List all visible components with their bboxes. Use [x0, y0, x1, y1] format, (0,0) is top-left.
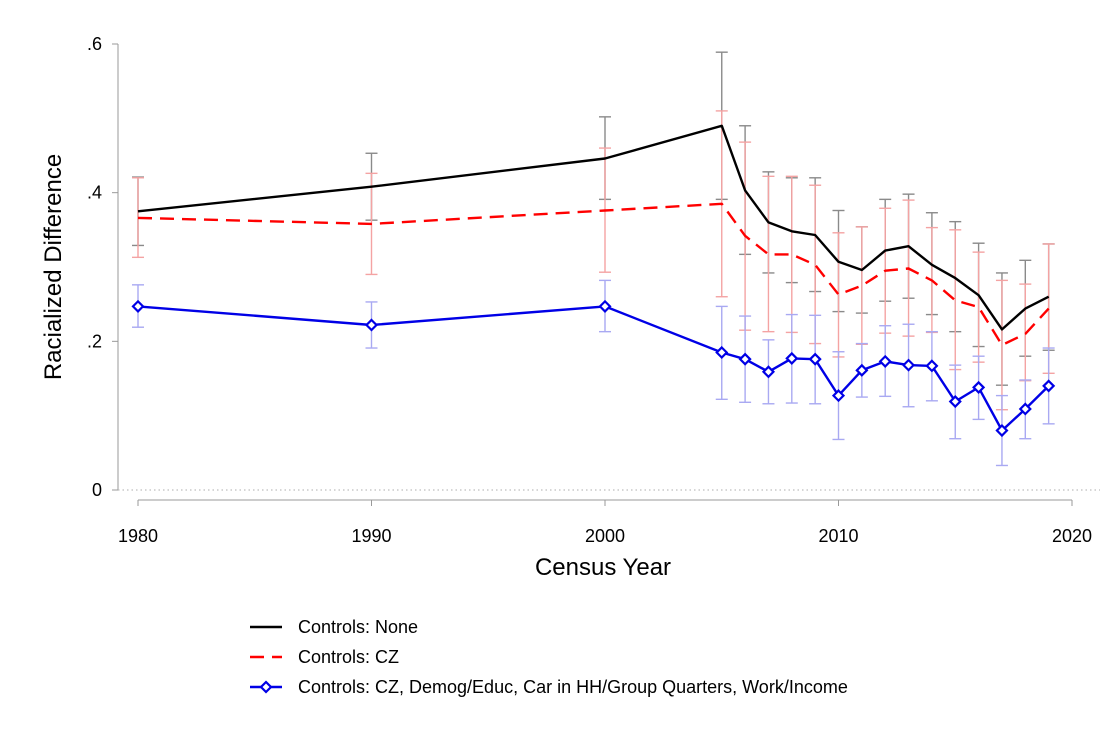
series-line-1	[137, 124, 1050, 331]
data-point-marker	[1018, 402, 1032, 416]
legend-label-2: Controls: CZ	[298, 647, 399, 667]
y-tick-label: .6	[87, 34, 102, 54]
data-point-marker	[1042, 379, 1056, 393]
data-point-marker	[715, 345, 729, 360]
series-line-2	[137, 202, 1050, 347]
x-tick-label: 2000	[585, 526, 625, 546]
data-point-marker	[925, 359, 939, 373]
legend-marker	[259, 680, 273, 694]
data-point-marker	[995, 423, 1009, 438]
ci-group-series-1	[132, 51, 1055, 386]
data-point-marker	[808, 352, 822, 366]
y-tick-label: .2	[87, 331, 102, 351]
x-tick-label: 2010	[818, 526, 858, 546]
data-point-marker	[855, 363, 869, 377]
y-axis-title: Racialized Difference	[40, 154, 67, 380]
legend: Controls: None Controls: CZ Controls: CZ, …	[250, 617, 848, 697]
y-tick-label: .4	[87, 183, 102, 203]
data-point-marker	[785, 351, 799, 365]
data-point-marker	[948, 394, 962, 409]
data-point-marker	[878, 354, 892, 368]
data-point-marker	[761, 365, 776, 379]
data-point-marker	[901, 358, 916, 372]
x-axis-title: Census Year	[535, 554, 671, 581]
data-point-marker	[364, 318, 379, 332]
legend-label-1: Controls: None	[298, 617, 418, 637]
series-line-3	[137, 305, 1050, 432]
data-point-marker	[131, 299, 145, 313]
x-tick-label: 2020	[1052, 526, 1092, 546]
legend-label-3: Controls: CZ, Demog/Educ, Car in HH/Grou…	[298, 677, 848, 697]
ci-group-series-2	[132, 110, 1055, 411]
y-tick-label: 0	[92, 480, 102, 500]
x-tick-label: 1980	[118, 526, 158, 546]
data-point-marker	[972, 380, 986, 394]
x-tick-label: 1990	[351, 526, 391, 546]
data-point-marker	[598, 299, 612, 313]
data-point-marker	[738, 352, 752, 366]
data-point-marker	[831, 389, 846, 403]
